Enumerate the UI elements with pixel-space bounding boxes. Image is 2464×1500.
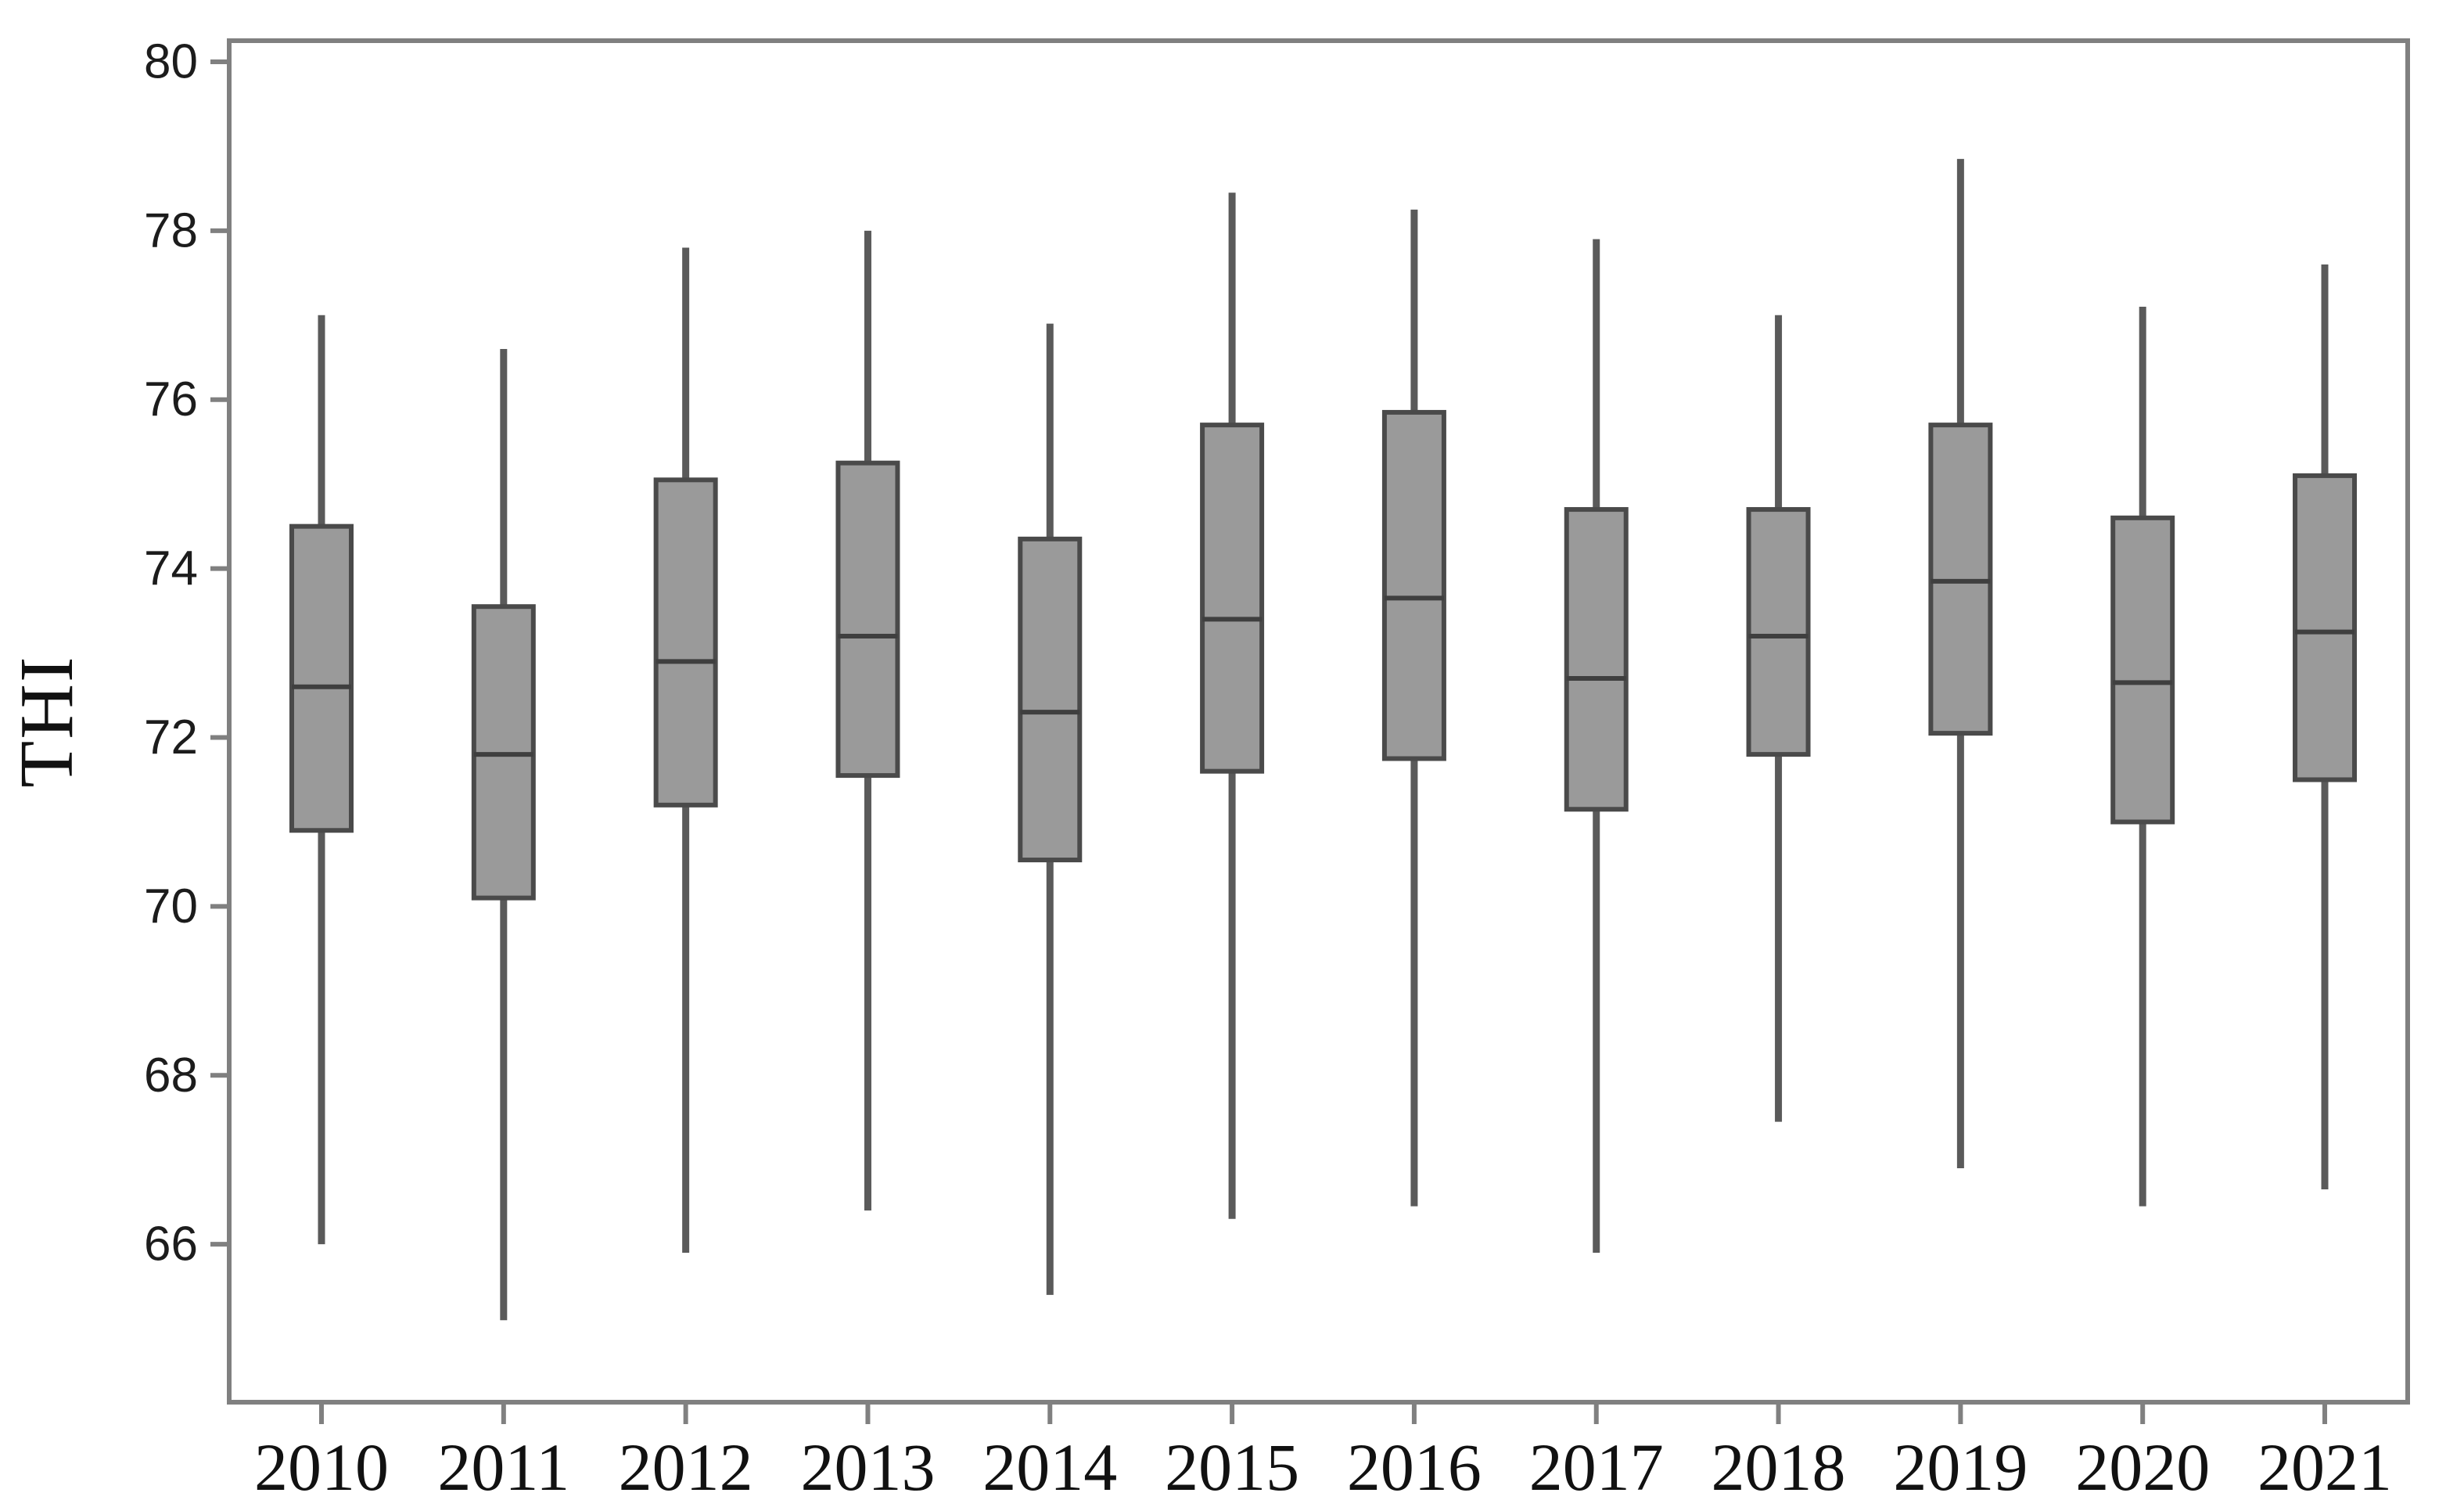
y-tick-label-66: 66 — [144, 1218, 198, 1272]
boxplot-2010 — [289, 315, 354, 1245]
y-tick-label-74: 74 — [144, 541, 198, 595]
iqr-box-2020 — [2110, 515, 2175, 825]
x-tick-label-2016: 2016 — [1347, 1430, 1482, 1500]
iqr-box-2014 — [1018, 536, 1083, 863]
boxplot-2013 — [835, 230, 900, 1210]
iqr-box-2016 — [1381, 409, 1446, 761]
x-tick-label-2011: 2011 — [437, 1430, 569, 1500]
x-tick-label-2015: 2015 — [1165, 1430, 1299, 1500]
iqr-box-2015 — [1200, 423, 1265, 774]
boxplot-2017 — [1564, 239, 1629, 1253]
iqr-box-2010 — [289, 523, 354, 833]
boxplot-2018 — [1746, 315, 1811, 1122]
x-tick-label-2010: 2010 — [254, 1430, 389, 1500]
y-tick-label-68: 68 — [144, 1049, 198, 1103]
boxplot-2016 — [1381, 209, 1446, 1207]
x-tick-label-2012: 2012 — [619, 1430, 753, 1500]
x-tick-label-2013: 2013 — [800, 1430, 935, 1500]
boxplot-2019 — [1928, 159, 1993, 1169]
boxplot-2012 — [653, 247, 718, 1253]
x-tick-label-2019: 2019 — [1893, 1430, 2028, 1500]
x-tick-label-2017: 2017 — [1529, 1430, 1664, 1500]
y-tick-label-72: 72 — [144, 710, 198, 764]
iqr-box-2017 — [1564, 507, 1629, 812]
y-tick-label-78: 78 — [144, 203, 198, 257]
boxplot-2015 — [1200, 192, 1265, 1219]
boxplot-2014 — [1018, 323, 1083, 1295]
iqr-box-2013 — [835, 460, 900, 779]
x-tick-label-2020: 2020 — [2075, 1430, 2210, 1500]
boxplot-2020 — [2110, 307, 2175, 1207]
boxplot-2011 — [471, 348, 536, 1321]
y-tick-label-76: 76 — [144, 372, 198, 426]
y-axis-title: THI — [5, 655, 89, 787]
y-tick-label-70: 70 — [144, 879, 198, 933]
x-tick-label-2014: 2014 — [982, 1430, 1117, 1500]
iqr-box-2021 — [2293, 473, 2358, 782]
iqr-box-2012 — [653, 477, 718, 808]
boxplot-2021 — [2293, 264, 2358, 1189]
y-tick-label-80: 80 — [144, 34, 198, 88]
x-tick-label-2018: 2018 — [1712, 1430, 1846, 1500]
x-tick-label-2021: 2021 — [2257, 1430, 2392, 1500]
plot-frame — [227, 38, 2410, 1405]
iqr-box-2018 — [1746, 507, 1811, 757]
